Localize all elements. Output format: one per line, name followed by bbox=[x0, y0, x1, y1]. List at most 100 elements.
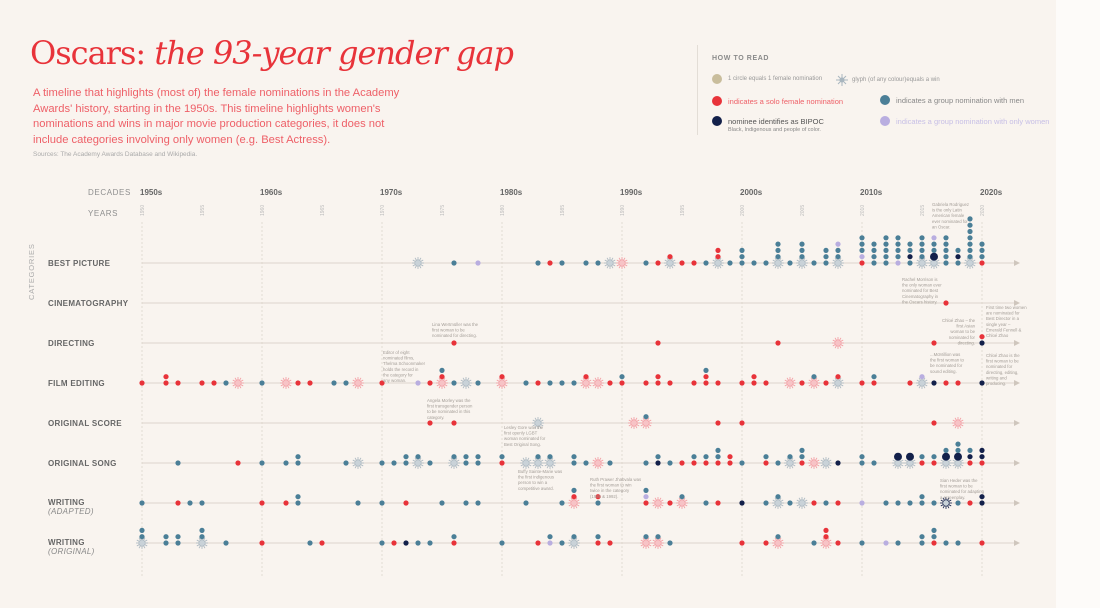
nomination-dot bbox=[163, 374, 169, 380]
year-tick-label: 1975 bbox=[440, 205, 446, 216]
nomination-group bbox=[655, 340, 661, 346]
nomination-dot bbox=[823, 254, 829, 260]
nomination-group bbox=[427, 380, 433, 386]
nomination-group bbox=[943, 300, 949, 306]
annotation-text: category. bbox=[427, 415, 444, 420]
nomination-group bbox=[199, 380, 205, 386]
nomination-dot bbox=[739, 500, 745, 506]
win-glyph bbox=[520, 457, 532, 469]
nomination-dot bbox=[415, 540, 421, 546]
nomination-dot bbox=[955, 260, 961, 266]
legend-bipoc-sub: Black, Indigenous and people of color. bbox=[728, 127, 821, 133]
nomination-group bbox=[796, 241, 808, 269]
win-glyph bbox=[448, 457, 460, 469]
nomination-group bbox=[175, 380, 181, 386]
nomination-dot bbox=[499, 454, 505, 460]
nomination-group bbox=[319, 540, 325, 546]
year-tick-label: 1970 bbox=[380, 205, 386, 216]
nomination-group bbox=[595, 534, 601, 546]
nomination-dot bbox=[667, 460, 673, 466]
nomination-group bbox=[592, 377, 604, 389]
nomination-dot bbox=[583, 260, 589, 266]
nomination-group bbox=[412, 454, 424, 469]
nomination-group bbox=[343, 380, 349, 386]
nomination-group bbox=[496, 374, 508, 389]
win-glyph bbox=[892, 457, 904, 469]
nomination-dot bbox=[775, 247, 781, 253]
nomination-dot bbox=[799, 380, 805, 386]
nomination-group bbox=[763, 500, 769, 506]
nomination-dot bbox=[943, 540, 949, 546]
nomination-dot bbox=[223, 540, 229, 546]
nomination-dot bbox=[907, 380, 913, 386]
nomination-group bbox=[415, 540, 421, 546]
nomination-group bbox=[859, 540, 865, 546]
nomination-dot bbox=[691, 380, 697, 386]
nomination-dot bbox=[871, 254, 877, 260]
nomination-group bbox=[628, 417, 640, 429]
nomination-group bbox=[931, 454, 937, 466]
category-label: ORIGINAL SCORE bbox=[48, 419, 122, 428]
nomination-dot bbox=[607, 460, 613, 466]
nomination-dot bbox=[919, 500, 925, 506]
nomination-dot bbox=[259, 460, 265, 466]
nomination-group bbox=[436, 367, 448, 389]
nomination-group bbox=[739, 420, 745, 426]
nomination-dot bbox=[739, 420, 745, 426]
annotation-text: woman nominated for bbox=[504, 436, 546, 441]
nomination-group bbox=[883, 540, 889, 546]
nomination-dot bbox=[859, 254, 865, 260]
annotation-text: first woman to be bbox=[432, 328, 465, 333]
nomination-group bbox=[607, 380, 613, 386]
win-glyph bbox=[664, 257, 676, 269]
win-glyph bbox=[496, 377, 508, 389]
nomination-dot bbox=[895, 247, 901, 253]
category-row: BEST PICTURE bbox=[48, 216, 1020, 269]
nomination-group bbox=[883, 500, 889, 506]
nomination-group bbox=[787, 260, 793, 266]
annotation-text: Lina Wertmüller was the bbox=[432, 322, 479, 327]
nomination-dot bbox=[403, 460, 409, 466]
nomination-dot bbox=[547, 534, 553, 540]
nomination-dot bbox=[955, 500, 961, 506]
win-glyph bbox=[916, 377, 928, 389]
annotation-text: nominated for directing. bbox=[432, 333, 477, 338]
category-sublabel: (ADAPTED) bbox=[48, 507, 94, 516]
nomination-dot bbox=[763, 260, 769, 266]
annotation-text: Emerald Fennell & bbox=[986, 327, 1021, 332]
nomination-group bbox=[979, 494, 985, 506]
nomination-dot bbox=[859, 500, 865, 506]
nomination-dot bbox=[655, 374, 661, 380]
annotation-text: Angela Morley was the bbox=[427, 398, 471, 403]
nomination-dot bbox=[235, 460, 241, 466]
win-center bbox=[582, 379, 590, 387]
win-center bbox=[798, 259, 806, 267]
nomination-dot bbox=[427, 420, 433, 426]
nomination-dot bbox=[823, 380, 829, 386]
nomination-group bbox=[796, 497, 808, 509]
year-tick-label: 1995 bbox=[680, 205, 686, 216]
nomination-dot bbox=[643, 260, 649, 266]
nomination-group bbox=[715, 447, 721, 466]
nomination-group bbox=[283, 460, 289, 466]
win-center bbox=[234, 379, 242, 387]
sources: Sources: The Academy Awards Database and… bbox=[33, 151, 198, 158]
win-center bbox=[654, 539, 662, 547]
nomination-dot bbox=[523, 380, 529, 386]
nomination-dot bbox=[655, 340, 661, 346]
nomination-dot bbox=[319, 540, 325, 546]
nomination-dot bbox=[535, 380, 541, 386]
nomination-dot bbox=[607, 540, 613, 546]
nomination-group bbox=[679, 460, 685, 466]
nomination-dot bbox=[883, 247, 889, 253]
nomination-dot bbox=[199, 534, 205, 540]
nomination-dot bbox=[715, 460, 721, 466]
year-tick-label: 1960 bbox=[260, 205, 266, 216]
nomination-dot bbox=[523, 500, 529, 506]
nomination-dot bbox=[823, 500, 829, 506]
nomination-group bbox=[559, 540, 565, 546]
nomination-dot bbox=[967, 222, 973, 228]
win-center bbox=[606, 259, 614, 267]
nomination-group bbox=[820, 527, 832, 549]
